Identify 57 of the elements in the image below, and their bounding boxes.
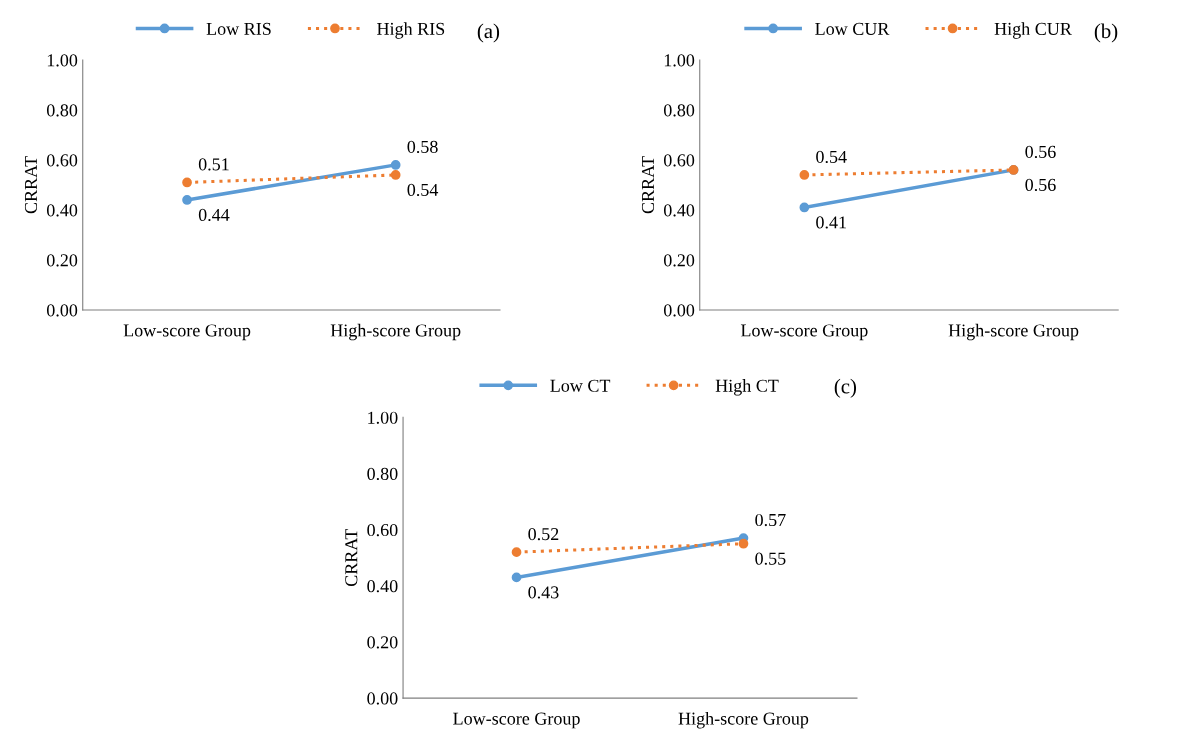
y-tick-label: 0.20 — [663, 254, 695, 267]
data-label: 0.44 — [198, 208, 230, 222]
y-tick-label: 0.60 — [367, 523, 398, 537]
data-label: 0.52 — [528, 527, 559, 541]
point — [799, 202, 810, 213]
legend-label: Low RIS — [206, 22, 271, 35]
text: (a) — [477, 23, 500, 43]
y-tick-label: 1.00 — [47, 54, 78, 67]
y-axis-title: CRRAT — [345, 528, 358, 587]
data-label: 0.55 — [755, 552, 786, 565]
legend-label: High RIS — [377, 22, 445, 39]
data-label: 0.54 — [407, 183, 439, 197]
x-tick-label: Low-score Group — [123, 324, 251, 341]
y-axis-title: CRRAT — [641, 156, 655, 214]
y-tick-label: 0.00 — [367, 692, 398, 705]
legend-label: Low CUR — [815, 22, 890, 35]
y-tick-label: 1.00 — [664, 54, 695, 67]
y-tick-label: 0.80 — [46, 104, 78, 117]
y-tick-label: 0.00 — [46, 304, 78, 317]
x-tick-label: Low-score Group — [453, 712, 580, 729]
point — [799, 170, 810, 180]
text: (c) — [834, 378, 857, 398]
legend-label: High CUR — [994, 22, 1072, 39]
y-tick-label: 0.40 — [367, 580, 398, 593]
y-tick-label: 0.20 — [367, 636, 398, 649]
data-label: 0.43 — [528, 586, 559, 599]
legend-label: Low CT — [550, 379, 611, 392]
data-label: 0.57 — [755, 513, 786, 527]
y-tick-label: 0.40 — [46, 204, 78, 217]
x-tick-label: High-score Group — [330, 323, 461, 341]
point — [182, 195, 192, 205]
y-tick-label: 0.80 — [663, 104, 695, 117]
data-label: 0.58 — [407, 140, 438, 154]
data-label: 0.54 — [816, 150, 847, 164]
y-tick-label: 0.40 — [663, 204, 695, 217]
y-tick-label: 0.80 — [367, 467, 398, 481]
x-tick-label: Low-score Group — [740, 324, 868, 341]
point — [511, 572, 522, 583]
y-tick-label: 0.20 — [46, 254, 78, 267]
legend-label: High CT — [715, 379, 779, 396]
x-tick-label: High-score Group — [948, 323, 1079, 341]
y-tick-label: 0.00 — [663, 304, 695, 317]
text: (b) — [1094, 23, 1118, 43]
point — [511, 547, 522, 558]
point — [390, 170, 401, 180]
data-label: 0.51 — [198, 158, 229, 171]
y-tick-label: 1.00 — [368, 411, 398, 424]
point — [390, 160, 401, 170]
data-label: 0.56 — [1025, 145, 1056, 159]
data-label: 0.56 — [1025, 178, 1056, 192]
point — [738, 538, 749, 549]
y-tick-label: 0.60 — [46, 154, 78, 167]
y-axis-title: CRRAT — [24, 156, 38, 214]
point — [182, 177, 192, 188]
y-tick-label: 0.60 — [663, 154, 695, 167]
x-tick-label: High-score Group — [678, 711, 809, 729]
data-label: 0.41 — [816, 216, 846, 229]
